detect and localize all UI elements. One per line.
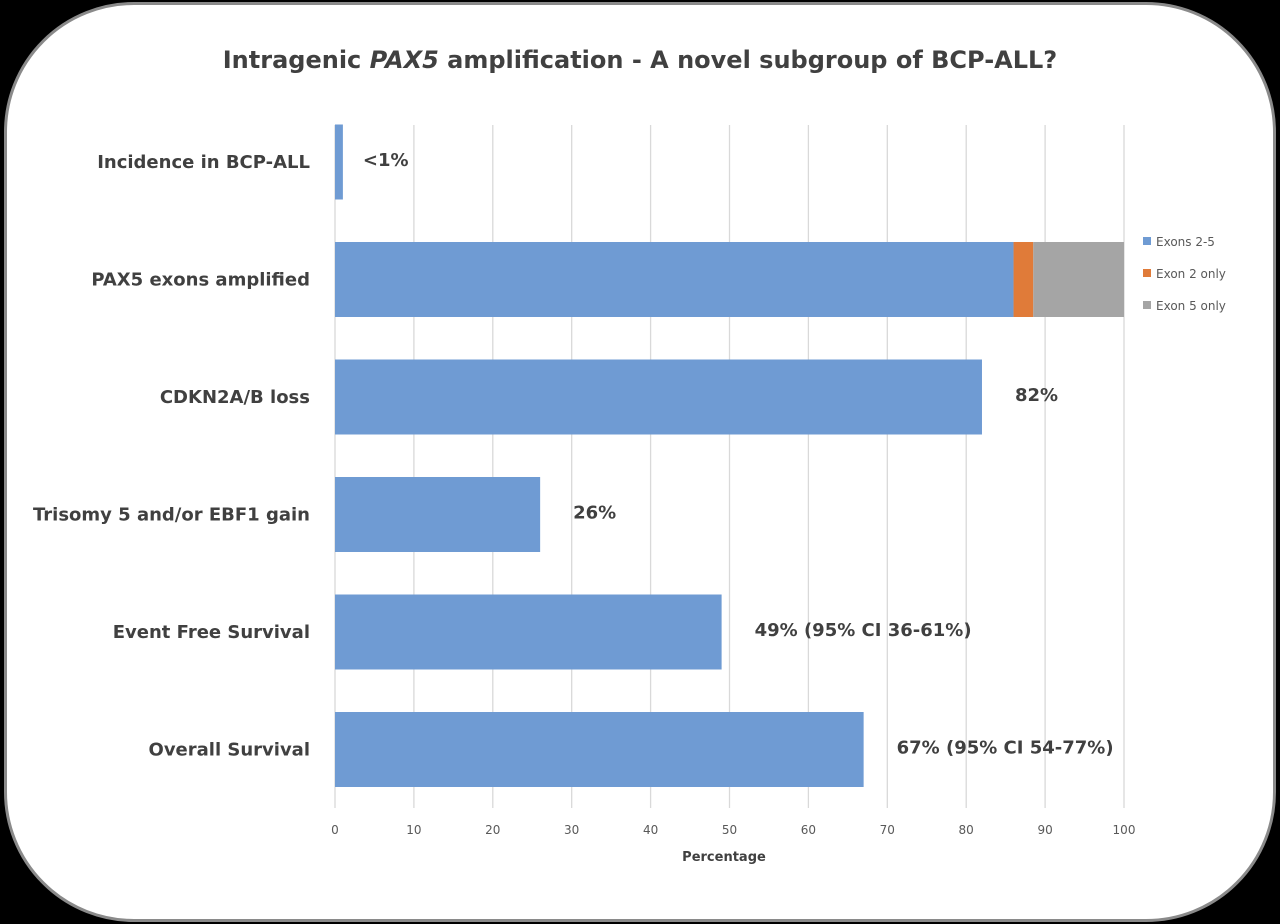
data-label: <1% (363, 150, 409, 171)
chart-title: Intragenic PAX5 amplification - A novel … (223, 46, 1057, 74)
legend-swatch (1143, 237, 1151, 245)
x-tick-label: 40 (643, 823, 658, 837)
category-label: Event Free Survival (113, 622, 310, 643)
category-label: PAX5 exons amplified (91, 270, 310, 291)
category-label: Trisomy 5 and/or EBF1 gain (33, 505, 310, 526)
x-tick-label: 90 (1037, 823, 1052, 837)
x-tick-label: 10 (406, 823, 421, 837)
category-label: CDKN2A/B loss (160, 387, 310, 408)
x-tick-label: 20 (485, 823, 500, 837)
x-tick-label: 70 (880, 823, 895, 837)
bar-exons-2-5 (335, 594, 722, 670)
legend-label: Exon 2 only (1156, 267, 1226, 281)
x-axis-label: Percentage (682, 850, 766, 865)
bar-exon-2-only (1013, 242, 1034, 317)
bar-exons-2-5 (335, 124, 343, 200)
data-label: 49% (95% CI 36-61%) (755, 620, 972, 641)
legend-label: Exons 2-5 (1156, 235, 1215, 249)
x-tick-label: 100 (1113, 823, 1136, 837)
x-tick-label: 50 (722, 823, 737, 837)
bar-exons-2-5 (335, 359, 982, 435)
bar-exons-2-5 (335, 712, 864, 787)
data-label: 82% (1015, 385, 1058, 406)
x-tick-label: 30 (564, 823, 579, 837)
legend-label: Exon 5 only (1156, 299, 1226, 313)
x-tick-label: 80 (959, 823, 974, 837)
legend-swatch (1143, 301, 1151, 309)
x-tick-label: 60 (801, 823, 816, 837)
category-label: Overall Survival (149, 740, 310, 761)
legend-swatch (1143, 269, 1151, 277)
x-tick-label: 0 (331, 823, 339, 837)
bar-exon-5-only (1033, 242, 1124, 317)
data-label: 67% (95% CI 54-77%) (897, 738, 1114, 759)
data-label: 26% (573, 503, 616, 524)
category-label: Incidence in BCP-ALL (97, 152, 310, 173)
bar-exons-2-5 (335, 477, 541, 552)
bar-exons-2-5 (335, 242, 1014, 317)
